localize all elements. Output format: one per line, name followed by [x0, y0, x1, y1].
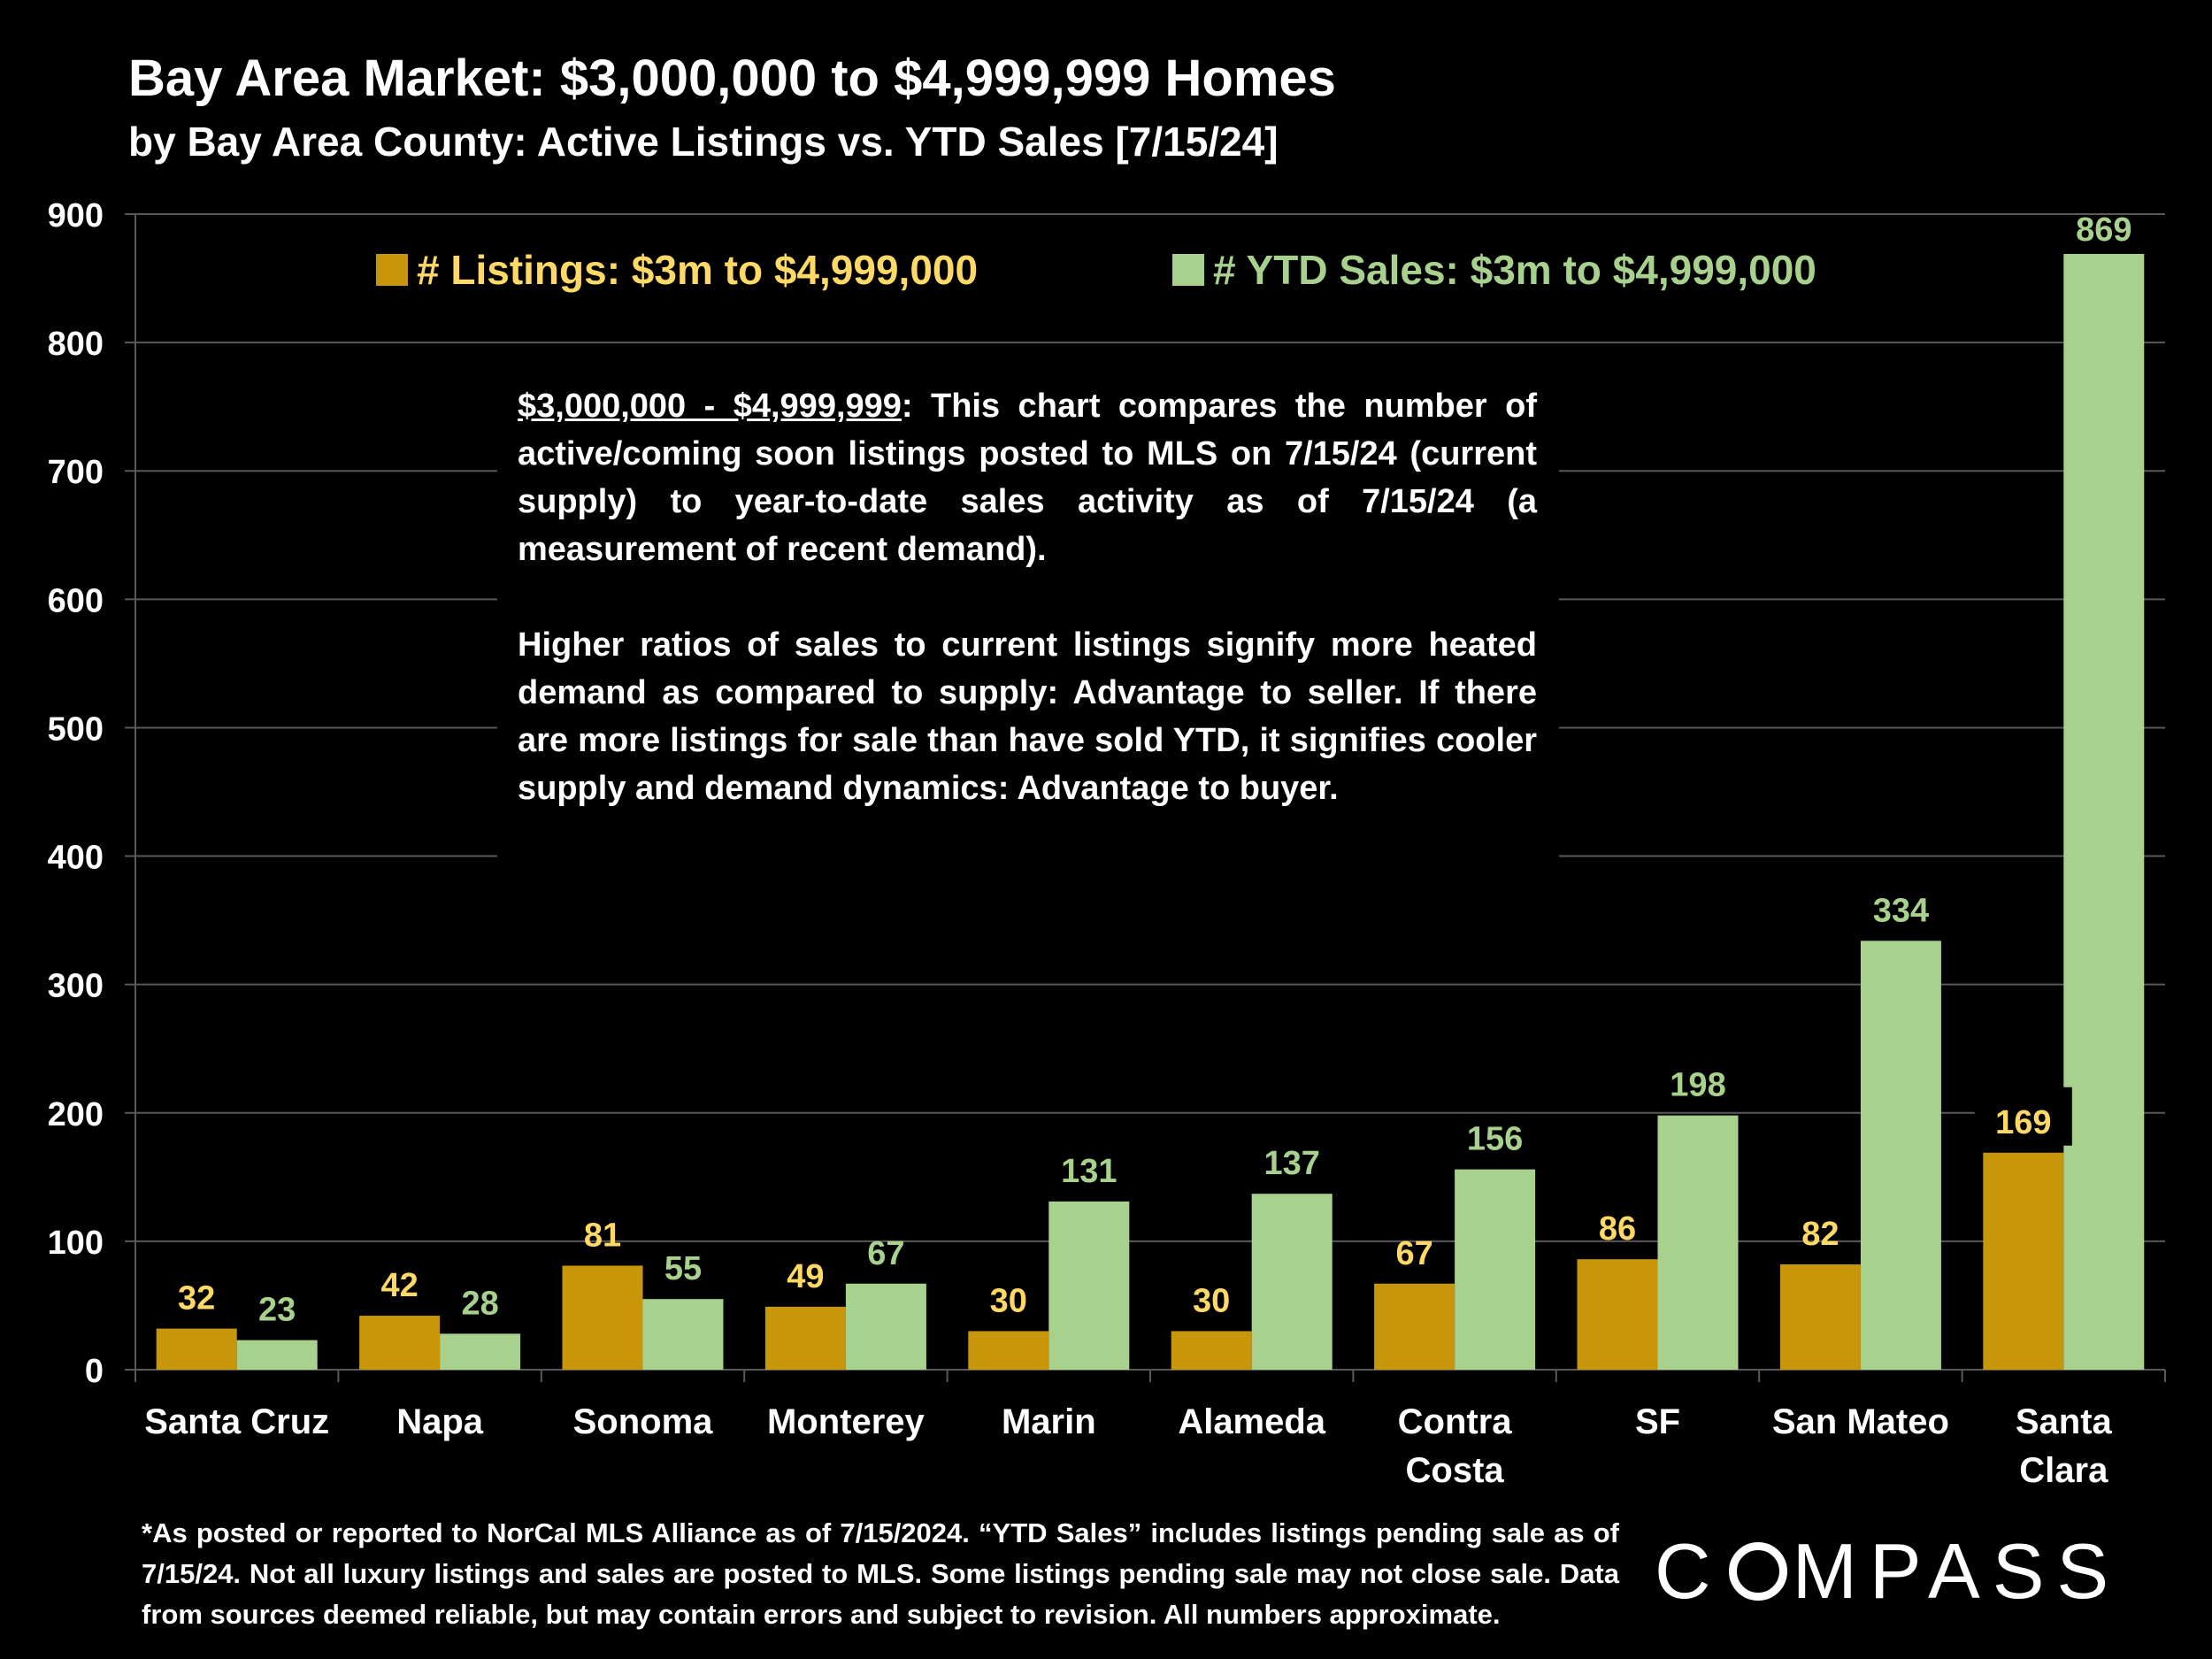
- x-tick-label: Monterey: [767, 1402, 926, 1441]
- bar-ytd-sales: [1455, 1169, 1536, 1370]
- data-label-listings: 32: [178, 1280, 215, 1317]
- x-tick-label: San Mateo: [1772, 1402, 1949, 1441]
- y-tick-label: 900: [48, 197, 104, 234]
- bar-ytd-sales: [1657, 1115, 1739, 1370]
- x-tick-label: Santa Cruz: [144, 1402, 329, 1441]
- bar-ytd-sales: [2063, 253, 2145, 1371]
- x-tick-label: Clara: [2019, 1451, 2108, 1490]
- y-tick-label: 600: [48, 582, 104, 619]
- y-tick-label: 400: [48, 840, 104, 877]
- legend-swatch-listings: [376, 254, 408, 286]
- footnote: *As posted or reported to NorCal MLS All…: [142, 1517, 1619, 1630]
- data-label-listings: 86: [1599, 1210, 1636, 1248]
- y-tick-label: 300: [48, 968, 104, 1005]
- data-label-ytd-sales: 198: [1670, 1067, 1725, 1104]
- x-tick-label: Alameda: [1178, 1402, 1325, 1441]
- info-paragraph-1: $3,000,000 - $4,999,999: This chart comp…: [518, 382, 1537, 573]
- bar-ytd-sales: [642, 1299, 724, 1370]
- data-label-listings: 82: [1801, 1216, 1839, 1253]
- bar-ytd-sales: [1251, 1194, 1333, 1370]
- bar-ytd-sales: [845, 1283, 926, 1370]
- data-label-ytd-sales: 131: [1061, 1153, 1117, 1190]
- y-tick-label: 100: [48, 1225, 104, 1262]
- data-label-ytd-sales: 137: [1263, 1145, 1319, 1182]
- y-tick-label: 200: [48, 1096, 104, 1133]
- compass-logo: C MPASS: [1655, 1527, 2122, 1615]
- data-label-ytd-sales: 67: [867, 1235, 904, 1272]
- data-label-listings: 42: [380, 1267, 418, 1304]
- legend-sales: # YTD Sales: $3m to $4,999,000: [1172, 246, 1816, 294]
- data-label-listings: 49: [787, 1258, 824, 1295]
- info-para1: : This chart compares the number of acti…: [518, 388, 1537, 568]
- data-label-ytd-sales: 156: [1467, 1121, 1523, 1158]
- x-tick-label: Marin: [1002, 1402, 1096, 1441]
- axes: 0 100 200 300 400 500 600 700 800 900 Santa Cruz Na…: [48, 197, 2166, 1490]
- bar-listings: [1577, 1259, 1658, 1370]
- legend-label-sales: # YTD Sales: $3m to $4,999,000: [1213, 247, 1816, 293]
- chart-title: Bay Area Market: $3,000,000 to $4,999,99…: [128, 50, 1336, 107]
- data-label-ytd-sales: 869: [2076, 211, 2131, 249]
- bar-listings: [1779, 1264, 1861, 1370]
- info-heading: $3,000,000 - $4,999,999: [518, 388, 902, 425]
- chart-subtitle: by Bay Area County: Active Listings vs. …: [128, 119, 1279, 165]
- info-text: $3,000,000 - $4,999,999: This chart comp…: [518, 382, 1537, 860]
- data-label-listings: 81: [584, 1217, 621, 1254]
- data-label-background: [1974, 1087, 2072, 1146]
- logo-o-ring: [1728, 1542, 1787, 1601]
- bar-listings: [156, 1328, 237, 1370]
- y-tick-label: 800: [48, 326, 104, 363]
- data-label-listings: 30: [990, 1282, 1027, 1319]
- bar-ytd-sales: [440, 1333, 521, 1370]
- bar-listings: [1374, 1283, 1455, 1370]
- bar-listings: [1171, 1331, 1252, 1370]
- data-label-ytd-sales: 23: [258, 1292, 296, 1329]
- data-label-listings: 169: [1995, 1104, 2051, 1141]
- y-tick-label: 500: [48, 710, 104, 748]
- legend-label-listings: # Listings: $3m to $4,999,000: [417, 247, 979, 293]
- x-tick-label: Sonoma: [573, 1402, 714, 1441]
- bar-ytd-sales: [1860, 941, 1941, 1370]
- data-label-listings: 67: [1395, 1235, 1432, 1272]
- y-tick-label: 0: [85, 1353, 104, 1390]
- x-tick-label: Costa: [1406, 1451, 1505, 1490]
- legend-listings: # Listings: $3m to $4,999,000: [376, 246, 978, 294]
- bar-listings: [1983, 1152, 2064, 1370]
- bar-ytd-sales: [236, 1340, 318, 1370]
- data-label-ytd-sales: 55: [664, 1250, 702, 1287]
- info-paragraph-2: Higher ratios of sales to current listin…: [518, 626, 1537, 807]
- info-box-background: [497, 376, 1559, 858]
- data-label-ytd-sales: 28: [461, 1285, 498, 1322]
- x-tick-label: Napa: [396, 1402, 484, 1441]
- x-tick-label: Contra: [1398, 1402, 1513, 1441]
- bar-listings: [968, 1331, 1049, 1370]
- bars: [156, 253, 2145, 1371]
- bar-ytd-sales: [1048, 1201, 1130, 1370]
- legend-swatch-sales: [1172, 254, 1204, 286]
- data-labels: 32 23 42 28 81 55 49 67 30 131 30 137 67 156 86 198 82 33…: [178, 211, 2131, 1329]
- x-tick-label: Santa: [2016, 1402, 2113, 1441]
- bar-listings: [359, 1316, 441, 1370]
- bar-listings: [764, 1306, 846, 1370]
- bar-listings: [562, 1265, 643, 1370]
- data-label-listings: 30: [1193, 1282, 1230, 1319]
- y-tick-label: 700: [48, 454, 104, 491]
- data-label-ytd-sales: 334: [1873, 892, 1929, 929]
- x-tick-label: SF: [1635, 1402, 1680, 1441]
